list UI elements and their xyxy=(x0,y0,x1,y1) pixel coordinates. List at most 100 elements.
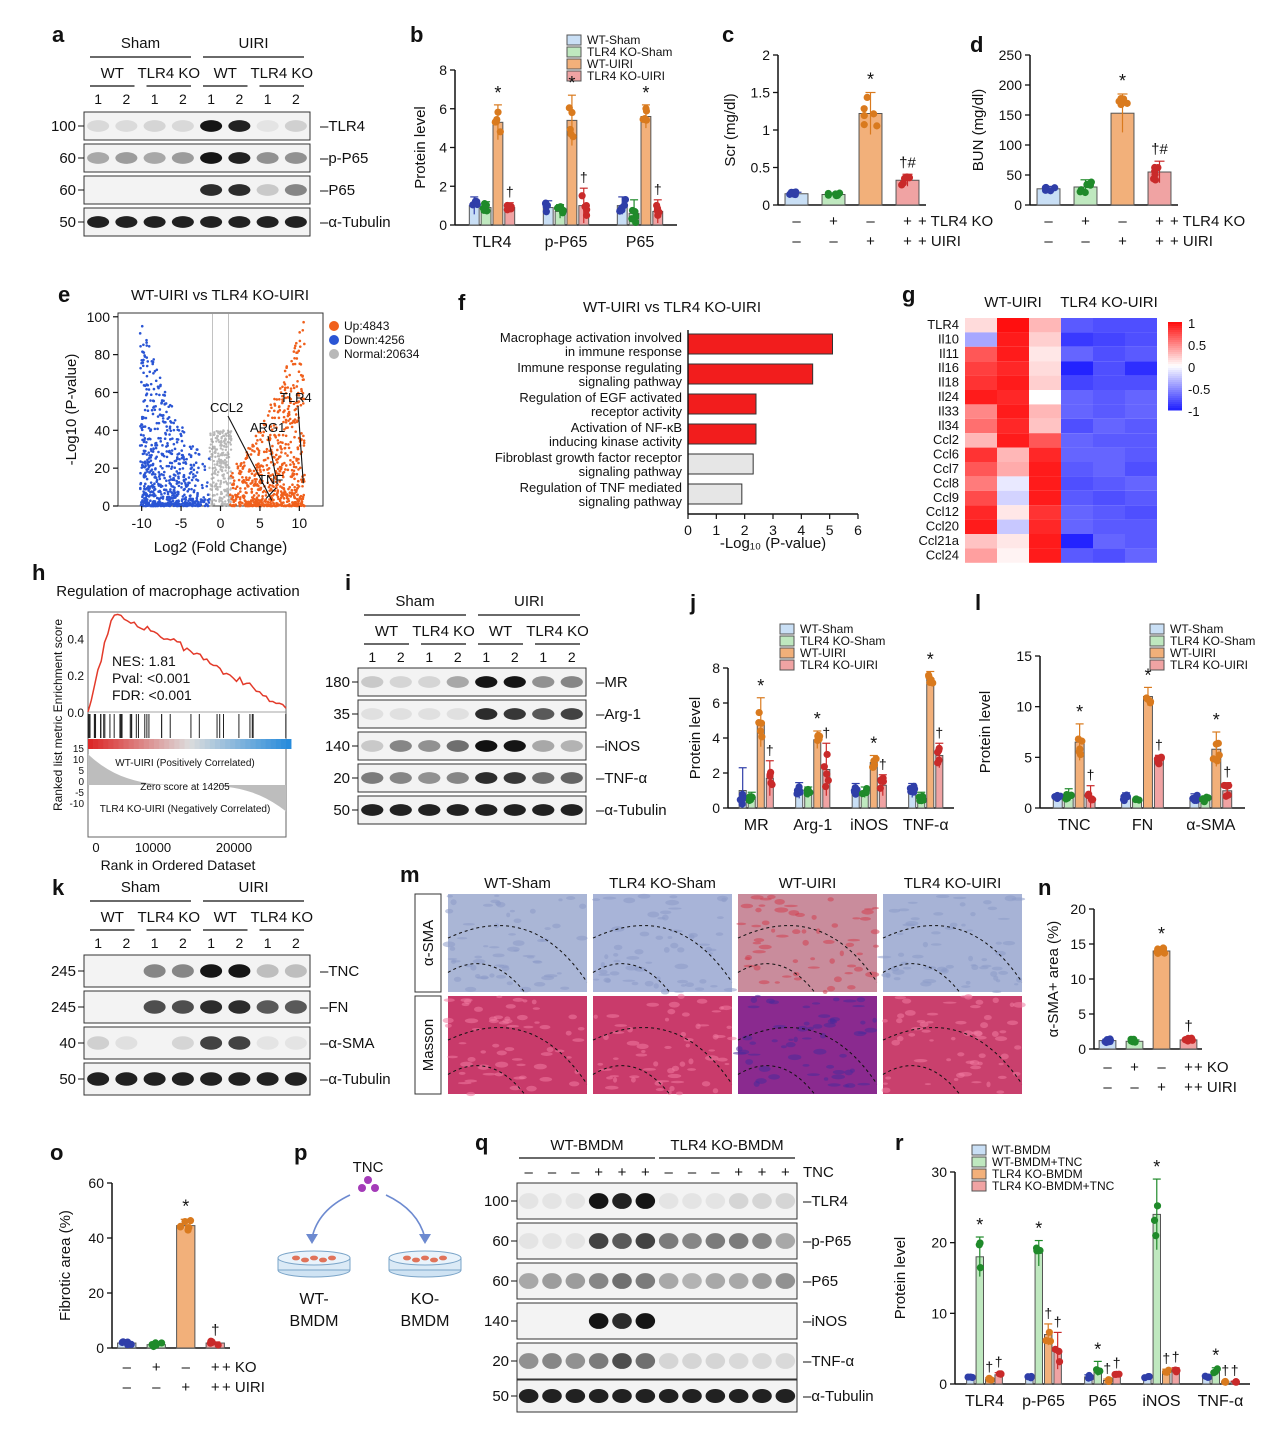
volcano-point xyxy=(194,451,197,455)
tissue-texture xyxy=(453,976,462,982)
volcano-point xyxy=(216,460,219,463)
tissue-texture xyxy=(494,964,505,967)
volcano-point xyxy=(212,459,216,463)
volcano-point xyxy=(163,502,167,505)
legend-entry: Down:4256 xyxy=(344,333,405,347)
volcano-point xyxy=(234,497,238,501)
treatment-sign: – xyxy=(792,233,801,250)
bar xyxy=(1153,759,1164,809)
tissue-texture xyxy=(844,1069,853,1076)
colorbar-segment xyxy=(1168,364,1182,367)
go-term-label: Regulation of EGF activated xyxy=(519,390,682,405)
significance-mark: †# xyxy=(1151,141,1168,158)
rank-strip-segment xyxy=(245,739,251,749)
tissue-texture xyxy=(482,1072,497,1076)
gsea-stat: FDR: <0.001 xyxy=(112,687,192,703)
volcano-point xyxy=(150,408,154,412)
x-tick-label: 2 xyxy=(741,522,749,538)
volcano-point xyxy=(275,458,278,462)
tissue-texture xyxy=(631,981,639,986)
volcano-point xyxy=(287,446,291,450)
volcano-point xyxy=(269,474,272,477)
tissue-texture xyxy=(986,1081,991,1088)
tissue-texture xyxy=(893,977,901,981)
volcano-point xyxy=(194,474,197,478)
heatmap-cell xyxy=(1029,418,1061,434)
tissue-texture xyxy=(913,1059,928,1063)
tissue-texture xyxy=(888,908,901,913)
tissue-texture xyxy=(807,966,820,969)
volcano-point xyxy=(296,401,299,404)
volcano-point xyxy=(214,472,217,476)
blot-lane-number: 2 xyxy=(454,649,462,665)
tissue-texture xyxy=(627,1026,633,1033)
tissue-texture xyxy=(881,972,891,978)
volcano-point xyxy=(293,488,297,492)
volcano-point xyxy=(271,444,274,448)
volcano-point xyxy=(177,484,181,488)
volcano-point xyxy=(170,467,173,470)
volcano-point xyxy=(180,499,184,503)
tissue-texture xyxy=(598,969,608,975)
treatment-row-label: + TLR4 KO xyxy=(918,213,993,230)
volcano-point xyxy=(293,477,296,481)
y-tick-label: 10 xyxy=(1016,699,1032,715)
treatment-sign: + xyxy=(1081,213,1090,230)
volcano-point xyxy=(251,443,254,447)
volcano-point xyxy=(289,389,293,393)
tissue-texture xyxy=(701,1081,711,1087)
legend-swatch xyxy=(779,647,795,659)
tissue-texture xyxy=(922,978,937,984)
x-category-label: P65 xyxy=(1088,1393,1117,1410)
volcano-point xyxy=(178,462,182,466)
data-point xyxy=(757,719,766,727)
volcano-point xyxy=(190,466,194,469)
blot-band xyxy=(752,1273,772,1289)
tissue-texture xyxy=(802,1063,810,1067)
blot-band xyxy=(200,964,223,978)
volcano-point xyxy=(153,408,157,412)
rank-strip-segment xyxy=(169,739,175,749)
volcano-point xyxy=(189,463,193,467)
volcano-point xyxy=(284,434,288,438)
heatmap-group-label: WT-UIRI xyxy=(984,294,1042,311)
heatmap-cell xyxy=(1093,375,1125,390)
volcano-point xyxy=(294,465,298,469)
blot-band xyxy=(256,120,279,132)
significance-mark: † xyxy=(985,1359,993,1375)
panel-label-o: o xyxy=(50,1140,63,1165)
tissue-texture xyxy=(462,923,475,926)
tissue-texture xyxy=(902,966,912,970)
data-point xyxy=(1172,1368,1180,1376)
significance-mark: * xyxy=(1212,1346,1219,1366)
colorbar-segment xyxy=(1168,360,1182,363)
heatmap-cell xyxy=(997,490,1029,506)
gsea-title: Regulation of macrophage activation xyxy=(56,583,300,600)
heatmap-cell xyxy=(965,490,997,506)
volcano-point xyxy=(273,433,276,437)
volcano-point xyxy=(279,504,283,507)
heatmap-cell xyxy=(997,433,1029,448)
colorbar-tick: 0.5 xyxy=(1188,338,1206,353)
data-point xyxy=(1123,99,1131,107)
blot-mw-marker: 60 xyxy=(492,1273,509,1290)
tissue-texture xyxy=(506,912,511,918)
blot-band xyxy=(635,1273,656,1289)
tissue-texture xyxy=(970,1065,982,1070)
data-point xyxy=(582,211,591,219)
heatmap-gene-label: Ccl21a xyxy=(919,533,960,548)
heatmap-cell xyxy=(1061,361,1093,376)
volcano-point xyxy=(153,427,157,431)
volcano-point xyxy=(284,464,288,467)
panel-label-d: d xyxy=(970,32,983,57)
tissue-texture xyxy=(860,1020,866,1025)
blot-mw-marker: 35 xyxy=(333,706,350,723)
heatmap-cell xyxy=(1061,519,1093,534)
volcano-point xyxy=(155,480,159,484)
tissue-texture xyxy=(495,1061,509,1068)
data-point xyxy=(756,727,765,735)
heatmap-cell xyxy=(1029,390,1061,405)
blot-band xyxy=(87,152,110,164)
go-bar xyxy=(687,393,757,415)
volcano-point xyxy=(264,423,267,426)
